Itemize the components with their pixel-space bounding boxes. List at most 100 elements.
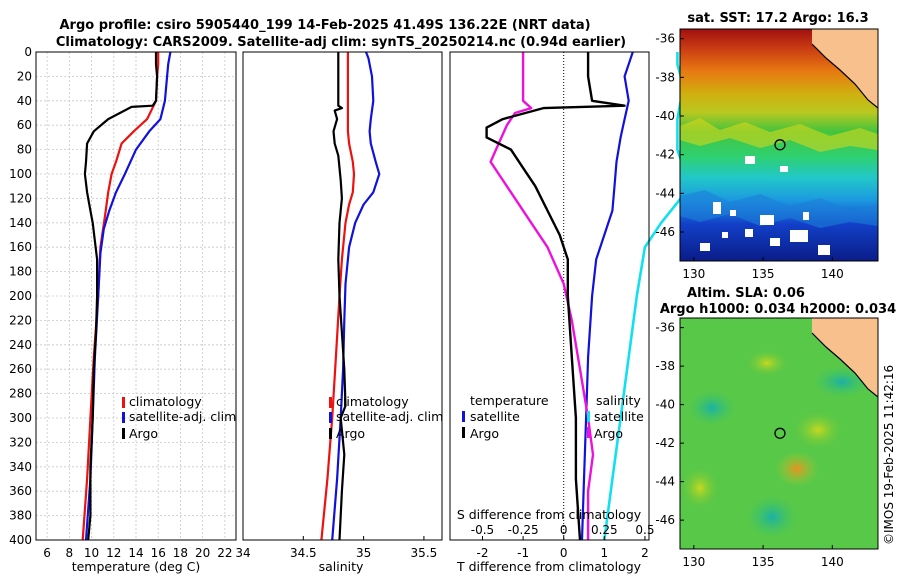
sla-high-d xyxy=(680,466,720,510)
salinity-x-tick-34: 34 xyxy=(235,546,250,560)
sst-front xyxy=(680,118,878,152)
sst-map-frame xyxy=(679,28,879,262)
difference-x2-tick--0.5: -0.5 xyxy=(471,523,494,537)
salinity-line-satellite-adj-clim xyxy=(331,51,381,541)
difference-line-t-argo xyxy=(485,52,626,541)
salinity-panel: 34 34.5 35 35.5 salinity climatology satell… xyxy=(235,51,443,574)
header-line2: Climatology: CARS2009. Satellite-adj cli… xyxy=(56,35,626,50)
salinity-axes-frame xyxy=(242,51,443,541)
depth-tick-220: 220 xyxy=(9,313,32,327)
sst-land xyxy=(812,29,878,108)
difference-x-tick--1: -1 xyxy=(517,546,529,560)
difference-axes-frame xyxy=(449,51,650,541)
map-y-tick-38: -38 xyxy=(655,359,675,373)
temperature-x-label: temperature (deg C) xyxy=(72,559,201,574)
depth-tick-180: 180 xyxy=(9,265,32,279)
legend-satellite: satellite-adj. clim xyxy=(129,409,236,424)
difference-x-tick--2: -2 xyxy=(477,546,489,560)
temperature-x-tick-22: 22 xyxy=(217,546,232,560)
sst-coastline xyxy=(811,43,878,109)
depth-tick-120: 120 xyxy=(9,191,32,205)
difference-x2-tick-0.5: 0.5 xyxy=(635,523,654,537)
difference-x2-tick-labels: -0.5 -0.25 0 0.25 0.5 xyxy=(471,523,655,537)
temperature-x-tick-10: 10 xyxy=(84,546,99,560)
sst-x-tick-labels: 130 135 140 xyxy=(682,257,844,281)
sst-argo-marker xyxy=(774,139,786,151)
map-y-tick-44: -44 xyxy=(655,186,675,200)
map-y-tick-44: -44 xyxy=(655,475,675,489)
depth-tick-320: 320 xyxy=(9,435,32,449)
salinity-x-tick-35.5: 35.5 xyxy=(411,546,438,560)
legend-swatch-t-satellite xyxy=(462,411,465,422)
temperature-x-tick-20: 20 xyxy=(195,546,210,560)
map-y-tick-36: -36 xyxy=(655,321,675,335)
sst-map: sat. SST: 17.2 Argo: 16.3 -36 -38 -40 -42 -4… xyxy=(655,11,879,281)
map-y-tick-42: -42 xyxy=(655,148,675,162)
difference-series xyxy=(485,51,687,541)
sla-y-tick-labels: -36 -38 -40 -42 -44 -46 xyxy=(655,321,684,527)
difference-legend: temperature satellite Argo salinity sate… xyxy=(462,393,644,441)
salinity-x-label: salinity xyxy=(319,559,364,574)
depth-tick-40: 40 xyxy=(17,94,32,108)
legend-argo: Argo xyxy=(129,426,158,441)
sst-cool-band xyxy=(680,190,878,228)
difference-x2-label: S difference from climatology xyxy=(457,507,642,522)
map-x-tick-135: 135 xyxy=(752,267,775,281)
imos-timestamp: ©IMOS 19-Feb-2025 11:42:16 xyxy=(882,365,896,545)
sst-map-title: sat. SST: 17.2 Argo: 16.3 xyxy=(687,11,868,26)
temperature-x-tick-12: 12 xyxy=(106,546,121,560)
legend-swatch-climatology xyxy=(122,397,125,408)
map-x-tick-140: 140 xyxy=(821,555,844,569)
temperature-x-tick-14: 14 xyxy=(128,546,143,560)
depth-tick-0: 0 xyxy=(24,45,32,59)
salinity-x-tick-labels: 34 34.5 35 35.5 xyxy=(235,536,437,560)
sla-high-a xyxy=(775,451,819,487)
legend-salinity-heading: salinity xyxy=(596,393,641,408)
map-x-tick-135: 135 xyxy=(752,555,775,569)
depth-tick-200: 200 xyxy=(9,289,32,303)
legend-swatch-argo xyxy=(122,428,125,439)
legend-swatch-s-argo xyxy=(587,427,590,438)
map-y-tick-38: -38 xyxy=(655,70,675,84)
difference-line-s-satellite xyxy=(603,52,687,541)
depth-tick-240: 240 xyxy=(9,338,32,352)
temperature-axes-frame xyxy=(35,51,237,541)
legend-t-argo: Argo xyxy=(470,426,499,441)
sla-low-b xyxy=(746,495,798,539)
temperature-x-tick-labels: 6 8 10 12 14 16 18 20 22 xyxy=(43,546,232,560)
difference-panel: -2 -1 0 1 2 -0.5 -0.25 0 0.25 0.5 T difference f… xyxy=(449,51,687,574)
depth-tick-60: 60 xyxy=(17,118,32,132)
temperature-legend: climatology satellite-adj. clim Argo xyxy=(122,394,236,441)
legend-argo: Argo xyxy=(336,426,365,441)
difference-x2-tick-0: 0 xyxy=(560,523,568,537)
depth-tick-400: 400 xyxy=(9,533,32,547)
sla-map-title: Altim. SLA: 0.06 xyxy=(687,286,805,301)
legend-satellite: satellite-adj. clim xyxy=(336,409,443,424)
depth-tick-80: 80 xyxy=(17,143,32,157)
legend-temperature-heading: temperature xyxy=(470,393,549,408)
map-y-tick-40: -40 xyxy=(655,109,675,123)
difference-x2-tick--0.25: -0.25 xyxy=(508,523,539,537)
legend-swatch-satellite xyxy=(122,412,125,423)
sla-map-subtitle: Argo h1000: 0.034 h2000: 0.034 xyxy=(660,302,896,317)
map-y-tick-36: -36 xyxy=(655,32,675,46)
temperature-panel: 0 20 40 60 80 100 120 140 160 180 200 220 240 260 280 3… xyxy=(9,45,237,574)
salinity-x-tick-35: 35 xyxy=(356,546,371,560)
difference-line-s-argo xyxy=(489,52,595,540)
legend-swatch-satellite xyxy=(329,412,332,423)
sla-coastline xyxy=(811,332,878,398)
difference-line-t-satellite xyxy=(580,51,634,541)
map-y-tick-40: -40 xyxy=(655,398,675,412)
depth-tick-100: 100 xyxy=(9,167,32,181)
temperature-x-tick-16: 16 xyxy=(151,546,166,560)
sla-land xyxy=(812,318,878,397)
map-y-tick-46: -46 xyxy=(655,513,675,527)
salinity-legend: climatology satellite-adj. clim Argo xyxy=(329,394,443,441)
legend-s-argo: Argo xyxy=(594,426,623,441)
map-y-tick-46: -46 xyxy=(655,225,675,239)
legend-climatology: climatology xyxy=(129,394,202,409)
map-x-tick-130: 130 xyxy=(682,555,705,569)
legend-swatch-t-argo xyxy=(462,427,465,438)
depth-tick-340: 340 xyxy=(9,460,32,474)
sla-x-tick-labels: 130 135 140 xyxy=(682,545,844,569)
